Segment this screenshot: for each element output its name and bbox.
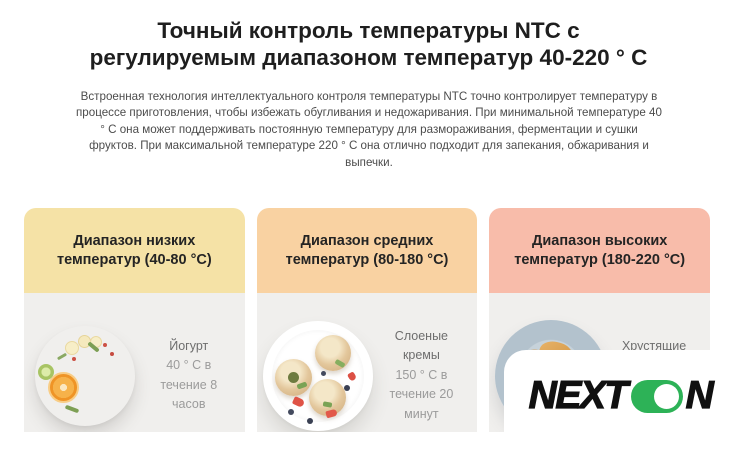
card-medium-temperature: Диапазон средних температур (80-180 °C) … [256, 208, 478, 432]
card-body: Слоеные кремы 150 ° C в течение 20 минут [256, 293, 478, 432]
plate-wrap [261, 320, 376, 431]
card-header: Диапазон высоких температур (180-220 °C) [489, 208, 711, 293]
card-header: Диапазон средних температур (80-180 °C) [256, 208, 478, 293]
logo-text-next: NEXT [528, 373, 629, 417]
brand-logo-box: NEXT N [504, 350, 737, 456]
logo-text-n: N [685, 373, 714, 417]
food-name: Йогурт [169, 338, 209, 353]
toggle-knob [653, 383, 679, 409]
page-title-line2: регулируемым диапазоном температур 40-22… [89, 45, 648, 70]
food-name: Слоеные кремы [394, 328, 449, 363]
page-title: Точный контроль температуры NTC с регули… [0, 17, 737, 71]
food-detail: 150 ° C в течение 20 минут [389, 367, 454, 421]
toggle-on-icon [630, 379, 683, 413]
food-caption: Слоеные кремы 150 ° C в течение 20 минут [376, 327, 474, 425]
yogurt-bowl-image [35, 326, 135, 426]
food-caption: Йогурт 40 ° C в течение 8 часов [143, 337, 241, 415]
page-description: Встроенная технология интеллектуального … [76, 90, 662, 169]
food-detail: 40 ° C в течение 8 часов [160, 358, 218, 411]
card-header: Диапазон низких температур (40-80 °C) [24, 208, 245, 293]
food-name: Хрустящие [621, 339, 687, 353]
plate-wrap [28, 326, 143, 426]
food-caption: Хрустящие [608, 337, 706, 357]
page-title-line1: Точный контроль температуры NTC с [157, 18, 580, 43]
card-body: Йогурт 40 ° C в течение 8 часов [24, 293, 245, 432]
card-low-temperature: Диапазон низких температур (40-80 °C) Йо… [24, 208, 245, 432]
cream-puffs-image [263, 320, 374, 431]
